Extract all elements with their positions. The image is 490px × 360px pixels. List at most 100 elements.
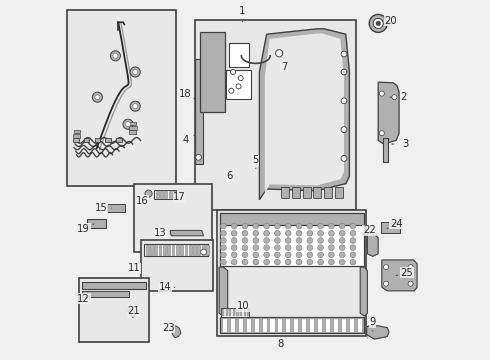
Bar — [95, 138, 100, 142]
Bar — [349, 318, 354, 332]
Bar — [262, 318, 267, 332]
Circle shape — [242, 238, 248, 243]
Circle shape — [264, 230, 270, 236]
Circle shape — [220, 230, 226, 236]
Bar — [222, 318, 227, 332]
Bar — [230, 318, 235, 332]
Circle shape — [285, 259, 291, 265]
Circle shape — [264, 259, 270, 265]
Bar — [317, 318, 322, 332]
Circle shape — [350, 223, 356, 229]
Bar — [240, 309, 242, 316]
Circle shape — [253, 252, 259, 258]
Circle shape — [253, 245, 259, 251]
Bar — [169, 191, 171, 198]
Circle shape — [253, 259, 259, 265]
Bar — [226, 70, 251, 99]
Circle shape — [130, 101, 140, 111]
Circle shape — [339, 230, 345, 236]
Circle shape — [339, 259, 345, 265]
Circle shape — [264, 238, 270, 243]
Bar — [341, 318, 346, 332]
Circle shape — [92, 92, 102, 102]
Circle shape — [328, 223, 334, 229]
Text: 10: 10 — [237, 301, 249, 311]
Circle shape — [242, 223, 248, 229]
Polygon shape — [170, 230, 204, 236]
Polygon shape — [367, 326, 389, 339]
Circle shape — [296, 259, 302, 265]
Circle shape — [242, 259, 248, 265]
Bar — [105, 138, 111, 142]
Bar — [270, 318, 274, 332]
Circle shape — [220, 259, 226, 265]
Bar — [303, 187, 311, 198]
Circle shape — [285, 252, 291, 258]
Bar — [79, 278, 148, 342]
Bar — [107, 204, 125, 212]
Bar — [335, 187, 343, 198]
Circle shape — [369, 14, 387, 32]
Bar — [73, 134, 80, 138]
Bar — [172, 245, 174, 255]
Circle shape — [350, 252, 356, 258]
Circle shape — [220, 223, 226, 229]
Circle shape — [274, 230, 280, 236]
Bar — [160, 191, 163, 198]
Circle shape — [341, 156, 347, 161]
Circle shape — [253, 223, 259, 229]
Bar — [238, 318, 243, 332]
Circle shape — [373, 18, 383, 28]
Bar — [129, 122, 136, 125]
Circle shape — [220, 245, 226, 251]
Circle shape — [341, 98, 347, 104]
Bar — [381, 222, 400, 233]
Circle shape — [341, 51, 347, 57]
Bar — [277, 318, 282, 332]
Circle shape — [379, 91, 384, 96]
Circle shape — [274, 259, 280, 265]
Circle shape — [296, 230, 302, 236]
Circle shape — [231, 223, 237, 229]
Circle shape — [339, 252, 345, 258]
Bar — [156, 191, 159, 198]
Bar — [74, 130, 80, 133]
Circle shape — [95, 95, 100, 100]
Text: 24: 24 — [390, 219, 402, 229]
Circle shape — [274, 238, 280, 243]
Circle shape — [408, 265, 413, 270]
Circle shape — [307, 238, 313, 243]
Circle shape — [264, 252, 270, 258]
Circle shape — [350, 230, 356, 236]
Bar — [254, 318, 259, 332]
Circle shape — [339, 238, 345, 243]
Bar — [195, 59, 202, 164]
Bar — [116, 138, 122, 142]
Circle shape — [296, 238, 302, 243]
Bar — [144, 244, 208, 256]
Circle shape — [274, 252, 280, 258]
Bar — [197, 245, 200, 255]
Bar — [247, 309, 249, 316]
Circle shape — [328, 238, 334, 243]
Text: 19: 19 — [77, 224, 90, 234]
Bar — [87, 219, 106, 228]
Circle shape — [285, 230, 291, 236]
Circle shape — [264, 245, 270, 251]
Bar — [200, 32, 225, 112]
Circle shape — [379, 131, 384, 136]
Bar — [225, 309, 228, 316]
Circle shape — [231, 69, 236, 75]
Circle shape — [275, 50, 283, 57]
Circle shape — [318, 252, 323, 258]
Circle shape — [113, 53, 118, 58]
Circle shape — [196, 154, 201, 160]
Circle shape — [220, 252, 226, 258]
Bar — [244, 309, 245, 316]
Bar — [141, 240, 213, 291]
Circle shape — [242, 245, 248, 251]
Circle shape — [133, 104, 138, 109]
Circle shape — [231, 230, 237, 236]
Circle shape — [242, 230, 248, 236]
Bar — [281, 187, 289, 198]
